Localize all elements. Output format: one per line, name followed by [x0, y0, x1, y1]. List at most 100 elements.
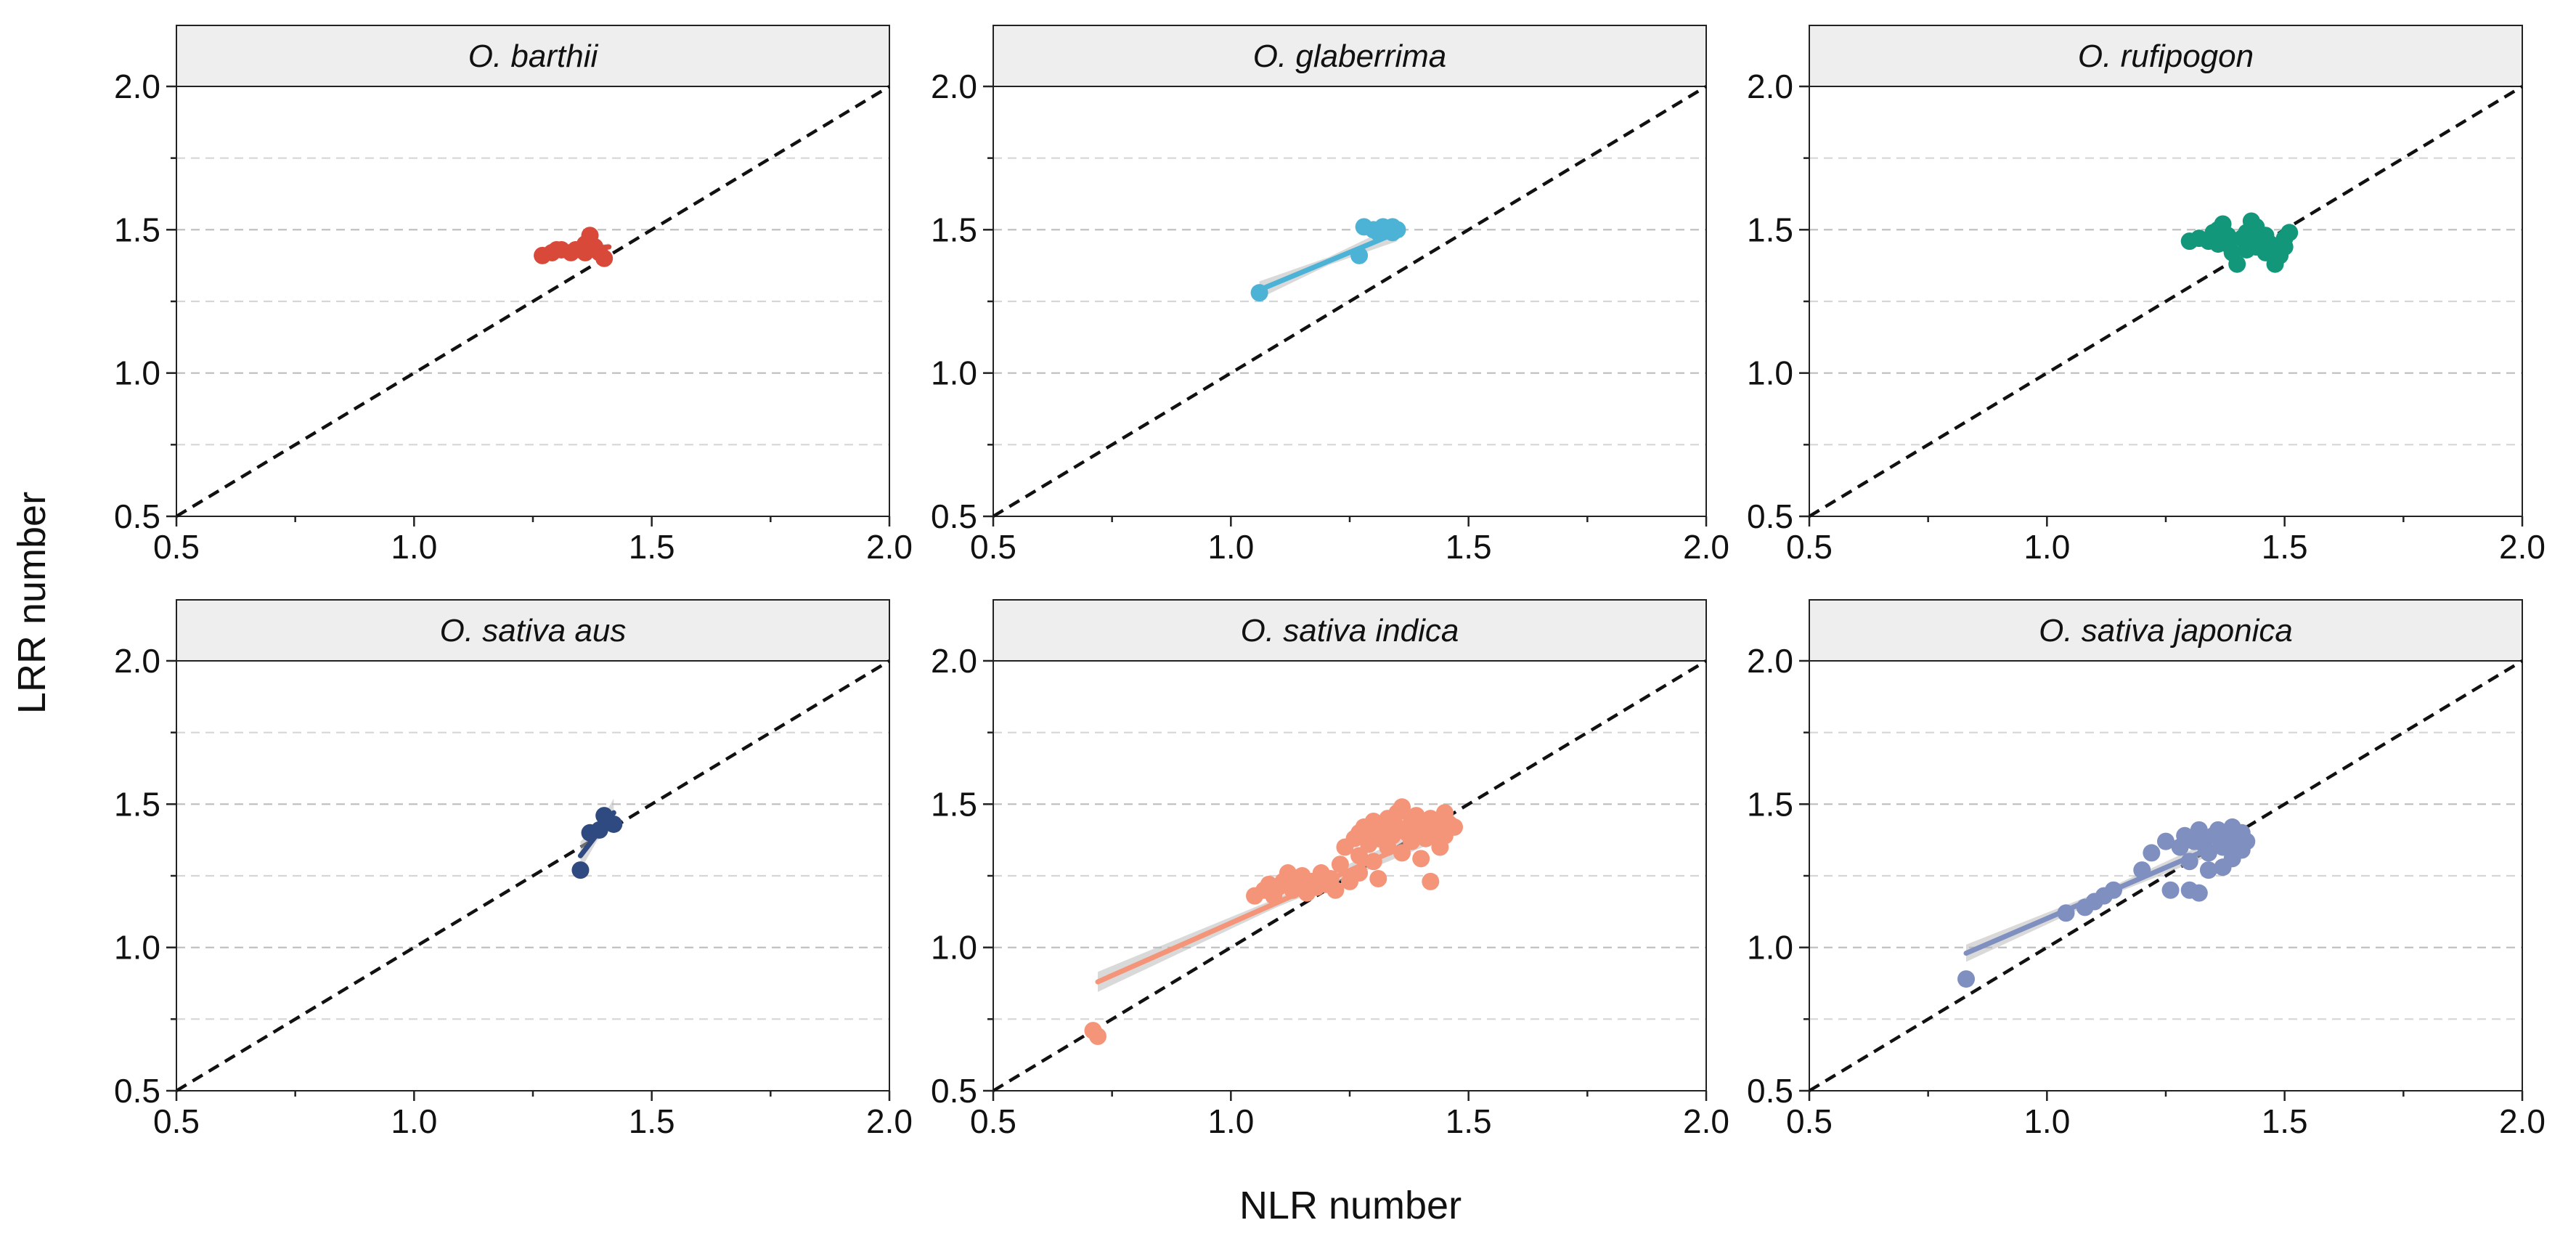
data-point [1393, 798, 1411, 816]
x-tick-label: 1.5 [1446, 1102, 1492, 1140]
y-tick-label: 1.5 [114, 785, 160, 823]
regression-line [2187, 235, 2292, 248]
reference-line [1808, 659, 2524, 1092]
regression-line [1095, 821, 1457, 985]
panel-title: O. rufipogon [2078, 38, 2254, 74]
x-tick-label: 1.5 [2262, 1102, 2308, 1140]
data-point [1388, 821, 1406, 839]
y-tick-label: 2.0 [114, 68, 160, 105]
x-tick-label: 1.0 [1207, 528, 1254, 566]
panel: O. sativa aus 0.5 1.0 1.5 2.0 0.5 1.0 1.5 2.0 [114, 599, 913, 1140]
x-tick-label: 2.0 [2499, 528, 2546, 566]
panel: O. rufipogon 0.5 1.0 1.5 2.0 0.5 1.0 1.5 2.0 [1747, 25, 2546, 566]
y-tick-label: 0.5 [931, 497, 977, 535]
x-tick-label: 0.5 [1786, 1102, 1833, 1140]
data-point [1331, 855, 1349, 874]
data-point [595, 249, 614, 267]
panel-strip [1809, 25, 2523, 87]
panel: O. sativa japonica 0.5 1.0 1.5 2.0 0.5 1.0 1.5 2… [1747, 599, 2546, 1140]
reference-line [1808, 85, 2524, 518]
y-tick-label: 2.0 [931, 68, 977, 105]
data-point [2238, 240, 2256, 259]
panel: O. sativa indica 0.5 1.0 1.5 2.0 0.5 1.0 1.5 2.0 [931, 599, 1729, 1140]
x-tick-label: 1.0 [1207, 1102, 1254, 1140]
y-tick-label: 0.5 [1747, 497, 1793, 535]
x-tick-label: 0.5 [1786, 528, 1833, 566]
panel-title: O. glaberrima [1253, 38, 1447, 74]
data-point [1422, 872, 1440, 890]
panel-strip [176, 25, 890, 87]
data-point [1369, 869, 1387, 887]
regression-line [539, 244, 612, 257]
panel: O. glaberrima 0.5 1.0 1.5 2.0 0.5 1.0 1.5 2.0 [931, 25, 1729, 566]
reference-line [992, 85, 1708, 518]
y-tick-label: 1.0 [1747, 354, 1793, 392]
y-tick-label: 1.0 [931, 929, 977, 967]
y-tick-label: 1.5 [1747, 785, 1793, 823]
panel-title: O. sativa indica [1241, 613, 1459, 649]
x-tick-label: 2.0 [866, 1102, 913, 1140]
x-tick-label: 2.0 [1683, 1102, 1729, 1140]
y-tick-label: 2.0 [931, 642, 977, 680]
x-tick-label: 0.5 [153, 1102, 200, 1140]
y-tick-label: 1.5 [1747, 211, 1793, 248]
x-tick-label: 1.0 [2023, 1102, 2070, 1140]
x-tick-label: 1.5 [629, 528, 675, 566]
data-point [2199, 861, 2217, 879]
x-tick-label: 0.5 [970, 528, 1016, 566]
y-tick-label: 1.5 [114, 211, 160, 248]
regression-line [577, 810, 616, 858]
y-tick-label: 0.5 [114, 497, 160, 535]
data-point [2190, 884, 2208, 902]
data-point [2161, 881, 2180, 899]
x-tick-label: 2.0 [1683, 528, 1729, 566]
data-point [2228, 255, 2246, 273]
x-tick-label: 2.0 [866, 528, 913, 566]
data-point [1957, 970, 1976, 988]
x-tick-label: 1.0 [391, 1102, 437, 1140]
panel-strip [993, 599, 1707, 662]
y-tick-label: 0.5 [931, 1072, 977, 1110]
y-tick-label: 2.0 [1747, 68, 1793, 105]
data-point [1446, 818, 1464, 836]
x-tick-label: 0.5 [153, 528, 200, 566]
panel-strip [176, 599, 890, 662]
data-point [2157, 832, 2174, 850]
x-tick-label: 1.0 [391, 528, 437, 566]
y-tick-label: 0.5 [114, 1072, 160, 1110]
y-tick-label: 1.5 [931, 211, 977, 248]
data-point [1350, 847, 1369, 865]
data-point [1412, 850, 1430, 868]
y-tick-label: 1.0 [1747, 929, 1793, 967]
regression-line [1257, 229, 1400, 293]
panel-strip [993, 25, 1707, 87]
y-tick-label: 2.0 [114, 642, 160, 680]
y-tick-label: 2.0 [1747, 642, 1793, 680]
panel-title: O. sativa aus [440, 613, 627, 649]
y-tick-label: 1.5 [931, 785, 977, 823]
panel-title: O. sativa japonica [2039, 613, 2293, 649]
data-point [1426, 813, 1444, 831]
data-point [2281, 224, 2299, 242]
x-tick-label: 1.5 [2262, 528, 2308, 566]
regression-line [1963, 830, 2249, 956]
reference-line [175, 659, 891, 1092]
x-tick-label: 2.0 [2499, 1102, 2546, 1140]
data-point [1279, 864, 1297, 882]
reference-line [175, 85, 891, 518]
x-tick-label: 1.0 [2023, 528, 2070, 566]
data-point [571, 861, 590, 879]
y-tick-label: 0.5 [1747, 1072, 1793, 1110]
y-tick-label: 1.0 [931, 354, 977, 392]
y-axis-title: LRR number [10, 492, 54, 714]
x-tick-label: 1.5 [1446, 528, 1492, 566]
y-tick-label: 1.0 [114, 354, 160, 392]
data-point [2190, 821, 2208, 839]
x-tick-label: 0.5 [970, 1102, 1016, 1140]
data-point [2143, 844, 2161, 862]
data-point [1089, 1028, 1107, 1046]
y-tick-label: 1.0 [114, 929, 160, 967]
x-axis-title: NLR number [1239, 1184, 1462, 1227]
